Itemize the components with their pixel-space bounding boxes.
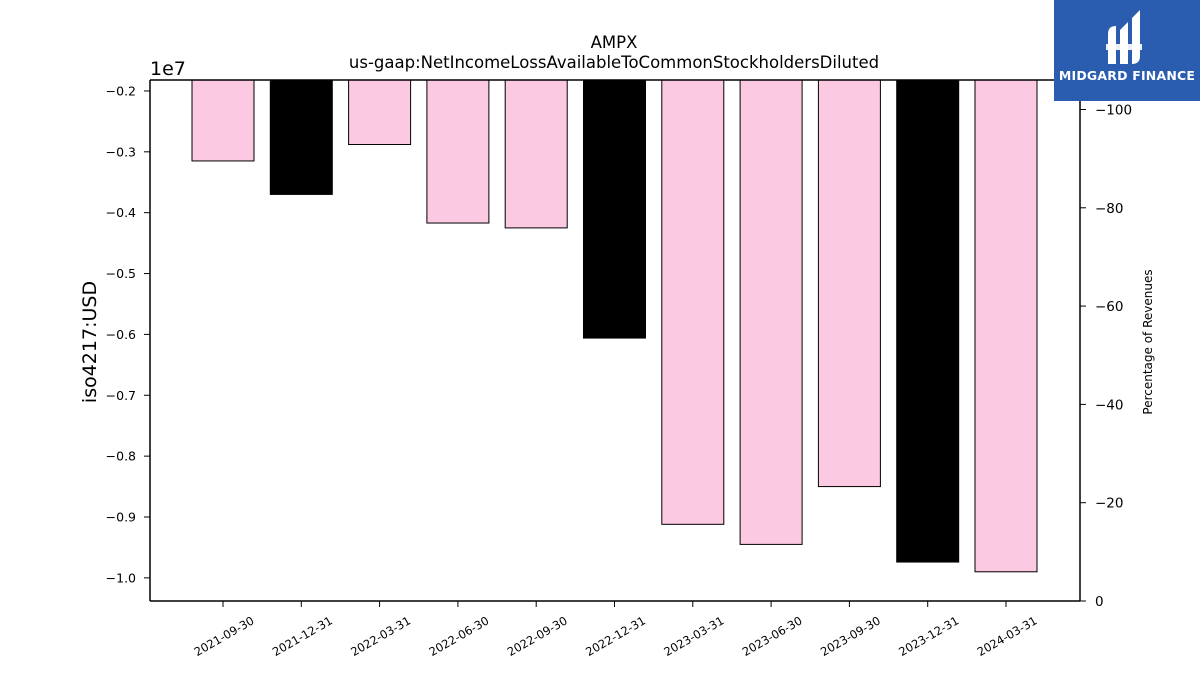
chart-subtitle: us-gaap:NetIncomeLossAvailableToCommonSt… xyxy=(349,53,879,72)
x-tick-label: 2022-06-30 xyxy=(427,613,492,659)
bar-2022-03-31 xyxy=(348,79,412,146)
y-axis-label: iso4217:USD xyxy=(79,281,101,403)
company-logo: MIDGARD FINANCE xyxy=(1054,0,1200,101)
bar-2022-09-30 xyxy=(504,79,568,229)
y-offset-label: 1e7 xyxy=(150,58,186,80)
y2-tick-label: −80 xyxy=(1095,201,1124,217)
y2-tick-label: −60 xyxy=(1095,299,1124,315)
bars-group xyxy=(191,79,1038,573)
y-tick-label: −0.9 xyxy=(106,510,136,525)
bar-2022-06-30 xyxy=(426,79,490,224)
bar-2023-12-31 xyxy=(896,79,960,563)
bar-2023-09-30 xyxy=(817,79,881,488)
x-tick-label: 2023-12-31 xyxy=(896,613,961,659)
chart-title: AMPX xyxy=(591,33,638,52)
y-tick-label: −0.7 xyxy=(106,388,136,403)
bar-2022-12-31 xyxy=(583,79,646,339)
y-tick-label: −1.0 xyxy=(106,570,136,585)
x-tick-label: 2024-03-31 xyxy=(975,613,1040,659)
x-tick-label: 2022-03-31 xyxy=(348,613,413,659)
x-tick-label: 2022-12-31 xyxy=(583,613,648,659)
bar-2024-03-31 xyxy=(974,79,1038,573)
y-tick-label: −0.5 xyxy=(106,266,136,281)
y-tick-label: −0.4 xyxy=(106,205,136,220)
y2-axis-label: Percentage of Revenues xyxy=(1141,269,1155,414)
y-tick-label: −0.3 xyxy=(106,144,136,159)
x-tick-label: 2023-03-31 xyxy=(661,613,726,659)
x-tick-label: 2023-06-30 xyxy=(740,613,805,659)
y-tick-label: −0.8 xyxy=(106,449,136,464)
y2-tick-label: −20 xyxy=(1095,496,1124,512)
y2-tick-label: −100 xyxy=(1095,102,1132,118)
x-tick-label: 2021-12-31 xyxy=(270,613,335,659)
x-tick-label: 2021-09-30 xyxy=(192,613,257,659)
logo-text: MIDGARD FINANCE xyxy=(1058,68,1196,83)
logo-mark-icon xyxy=(1106,10,1142,64)
y2-tick-label: −40 xyxy=(1095,397,1124,413)
bar-2023-06-30 xyxy=(739,79,803,545)
y-tick-label: −0.2 xyxy=(106,83,136,98)
bar-2021-12-31 xyxy=(269,79,333,195)
x-tick-label: 2022-09-30 xyxy=(505,613,570,659)
y2-tick-label: 0 xyxy=(1095,594,1104,610)
bar-2021-09-30 xyxy=(191,79,255,162)
x-tick-label: 2023-09-30 xyxy=(818,613,883,659)
bar-2023-03-31 xyxy=(661,79,725,525)
y-tick-label: −0.6 xyxy=(106,327,136,342)
